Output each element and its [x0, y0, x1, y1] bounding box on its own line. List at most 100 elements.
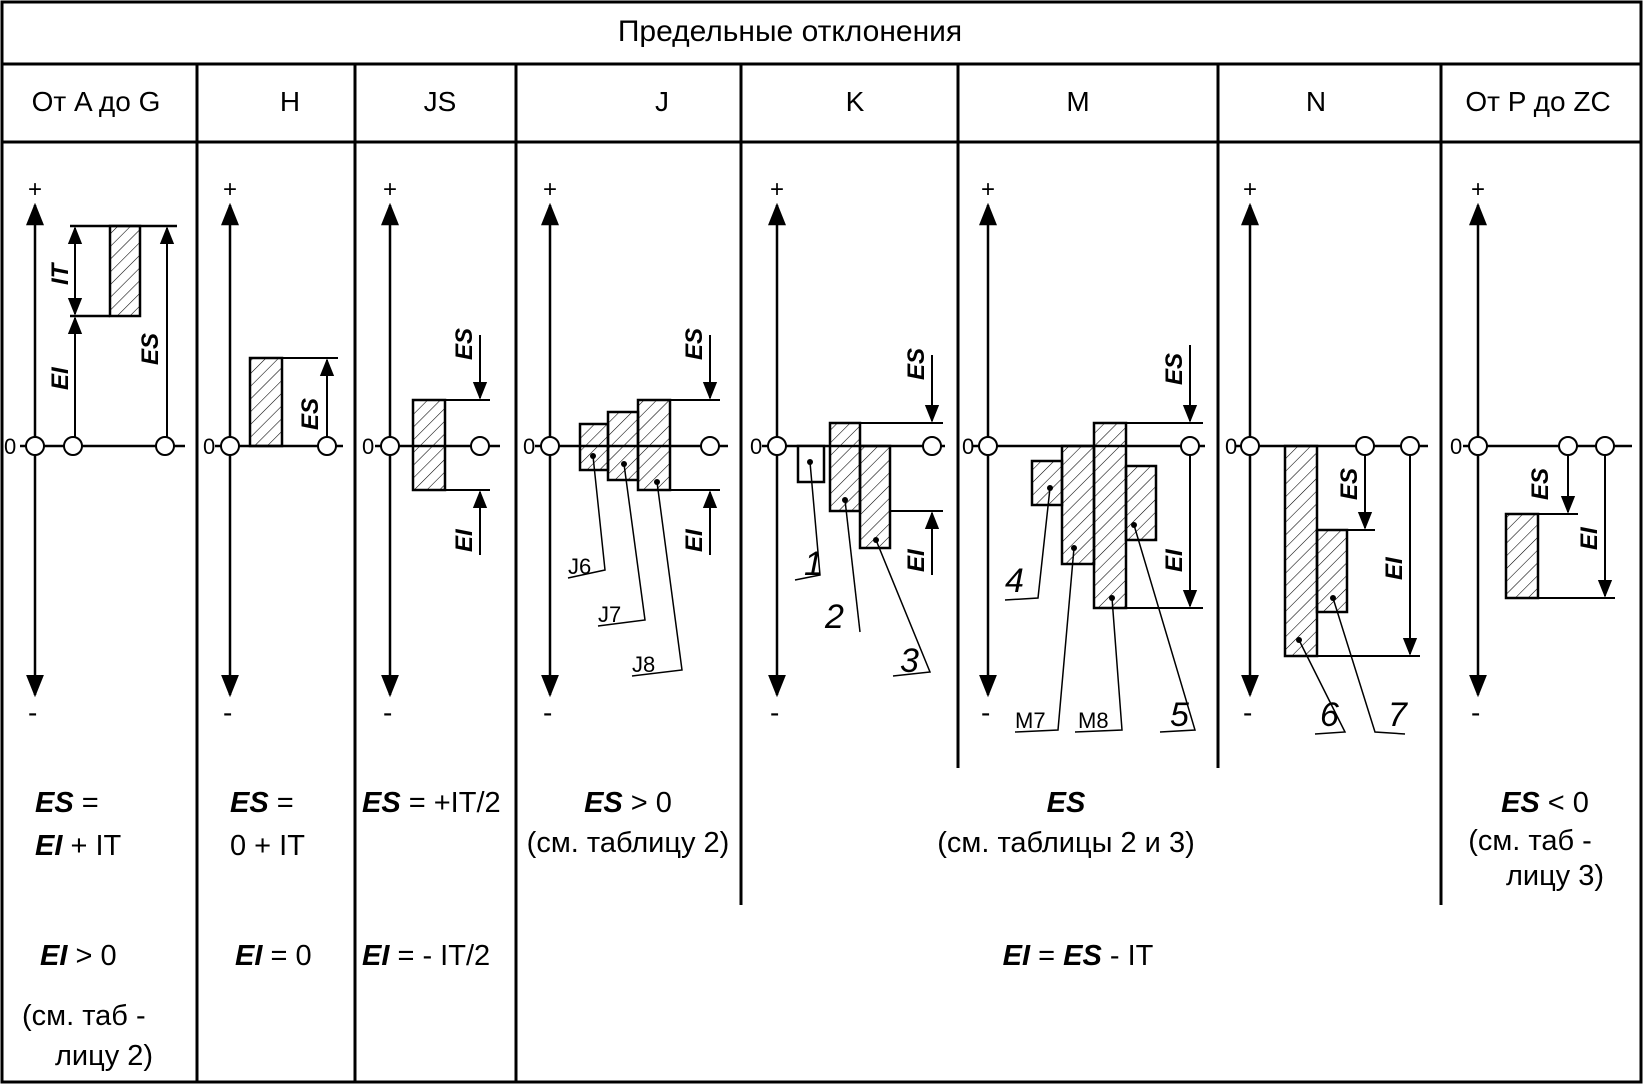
- tolerance-zone-j8: [636, 398, 672, 492]
- it-label: IT: [47, 261, 74, 285]
- ei-label: EI: [903, 548, 930, 572]
- zero-marker: [1400, 436, 1420, 456]
- tolerance-zone: [1504, 512, 1540, 600]
- zero-label: 0: [962, 434, 974, 459]
- zero-marker: [155, 436, 175, 456]
- formula-es-a-g-line2: EI + IT: [35, 830, 122, 862]
- zone-number-2: 2: [824, 598, 844, 636]
- ei-label: EI: [1161, 548, 1188, 572]
- formula-es-j-line2: (см. таблицу 2): [527, 827, 730, 859]
- minus-sign: -: [223, 697, 232, 728]
- zero-label: 0: [203, 434, 215, 459]
- column-header-j: J: [655, 86, 669, 117]
- es-formulas: ES = EI + IT ES = 0 + IT ES = +IT/2 ES >…: [35, 787, 1604, 892]
- tolerance-zone-4: [1030, 459, 1064, 507]
- zone-number-7: 7: [1388, 696, 1408, 734]
- zone-number-4: 4: [1005, 562, 1024, 600]
- fit-label-m7: M7: [1015, 708, 1046, 733]
- zone-number-3: 3: [900, 642, 919, 680]
- zero-marker: [63, 436, 83, 456]
- plus-sign: +: [981, 176, 995, 203]
- formula-es-p-zc: ES < 0: [1501, 787, 1589, 819]
- minus-sign: -: [1243, 697, 1252, 728]
- zone-number-5: 5: [1170, 696, 1189, 734]
- plus-sign: +: [223, 176, 237, 203]
- zero-marker: [1355, 436, 1375, 456]
- formula-ei-j-p-zc: EI = ES - IT: [1003, 940, 1154, 972]
- minus-sign: -: [1471, 697, 1480, 728]
- formula-ei-a-g-line2: (см. таб -: [22, 1000, 146, 1032]
- table-title: Предельные отклонения: [618, 15, 962, 48]
- tolerance-zone: [411, 398, 447, 492]
- column-header-p-zc: От P до ZC: [1465, 86, 1610, 117]
- diagram-js: + - 0 ES EI: [362, 176, 500, 728]
- zero-label: 0: [523, 434, 535, 459]
- plus-sign: +: [543, 176, 557, 203]
- ei-label: EI: [1381, 556, 1408, 580]
- tolerance-zone-5: [1124, 464, 1158, 542]
- tolerance-zone-3: [858, 444, 892, 550]
- column-header-h: H: [280, 86, 300, 117]
- zero-marker: [25, 436, 45, 456]
- zero-marker: [1558, 436, 1578, 456]
- plus-sign: +: [1243, 176, 1257, 203]
- fit-label-m8: M8: [1078, 708, 1109, 733]
- zero-label: 0: [4, 434, 16, 459]
- tolerance-zone: [248, 356, 284, 448]
- tolerance-zone-j7: [606, 410, 640, 482]
- zero-marker: [220, 436, 240, 456]
- zero-marker: [317, 436, 337, 456]
- formula-es-p-zc-line2: (см. таб -: [1468, 825, 1592, 857]
- ei-label: EI: [1576, 526, 1603, 550]
- tolerance-zone-m8: [1092, 421, 1128, 610]
- zero-label: 0: [750, 434, 762, 459]
- column-header-a-g: От A до G: [32, 86, 161, 117]
- formula-es-h: ES =: [230, 787, 294, 819]
- zone-number-1: 1: [804, 545, 823, 583]
- zero-marker: [470, 436, 490, 456]
- formula-ei-h: EI = 0: [235, 940, 312, 972]
- zone-number-6: 6: [1320, 696, 1339, 734]
- diagram-a-g: + - 0 IT EI ES: [4, 176, 185, 728]
- plus-sign: +: [1471, 176, 1485, 203]
- ei-label: EI: [47, 366, 74, 390]
- zero-label: 0: [362, 434, 374, 459]
- ei-label: EI: [451, 528, 478, 552]
- zero-marker: [1595, 436, 1615, 456]
- diagram-h: + - 0 ES: [203, 176, 343, 728]
- column-header-m: M: [1066, 86, 1089, 117]
- formula-ei-js: EI = - IT/2: [362, 940, 490, 972]
- diagram-j: + - 0 ES EI J6 J7 J8: [523, 176, 728, 728]
- minus-sign: -: [770, 697, 779, 728]
- minus-sign: -: [543, 697, 552, 728]
- diagram-n: + - 0 ES EI 6 7: [1225, 176, 1428, 735]
- zero-marker: [700, 436, 720, 456]
- zero-marker: [1240, 436, 1260, 456]
- plus-sign: +: [28, 176, 42, 203]
- diagram-p-zc: + - 0 ES EI: [1450, 176, 1632, 728]
- zero-marker: [540, 436, 560, 456]
- plus-sign: +: [383, 176, 397, 203]
- formula-es-js: ES = +IT/2: [362, 787, 501, 819]
- formula-ei-a-g-line3: лицу 2): [55, 1040, 153, 1072]
- es-label: ES: [903, 348, 930, 380]
- es-label: ES: [1161, 353, 1188, 385]
- formula-es-kmn: ES: [1047, 787, 1086, 819]
- zero-marker: [922, 436, 942, 456]
- zero-marker: [1468, 436, 1488, 456]
- zero-marker: [978, 436, 998, 456]
- zero-marker: [380, 436, 400, 456]
- tolerance-zone: [108, 224, 142, 318]
- diagram-k: + - 0 ES EI 1 2 3: [750, 176, 945, 728]
- column-header-k: K: [846, 86, 865, 117]
- es-label: ES: [137, 333, 164, 365]
- minus-sign: -: [981, 697, 990, 728]
- tolerance-zone-6: [1283, 444, 1319, 658]
- fit-label-j7: J7: [598, 602, 621, 627]
- formula-es-h-line2: 0 + IT: [230, 830, 305, 862]
- fit-label-j6: J6: [568, 554, 591, 579]
- formula-es-a-g: ES =: [35, 787, 99, 819]
- es-label: ES: [451, 328, 478, 360]
- es-label: ES: [1527, 468, 1554, 500]
